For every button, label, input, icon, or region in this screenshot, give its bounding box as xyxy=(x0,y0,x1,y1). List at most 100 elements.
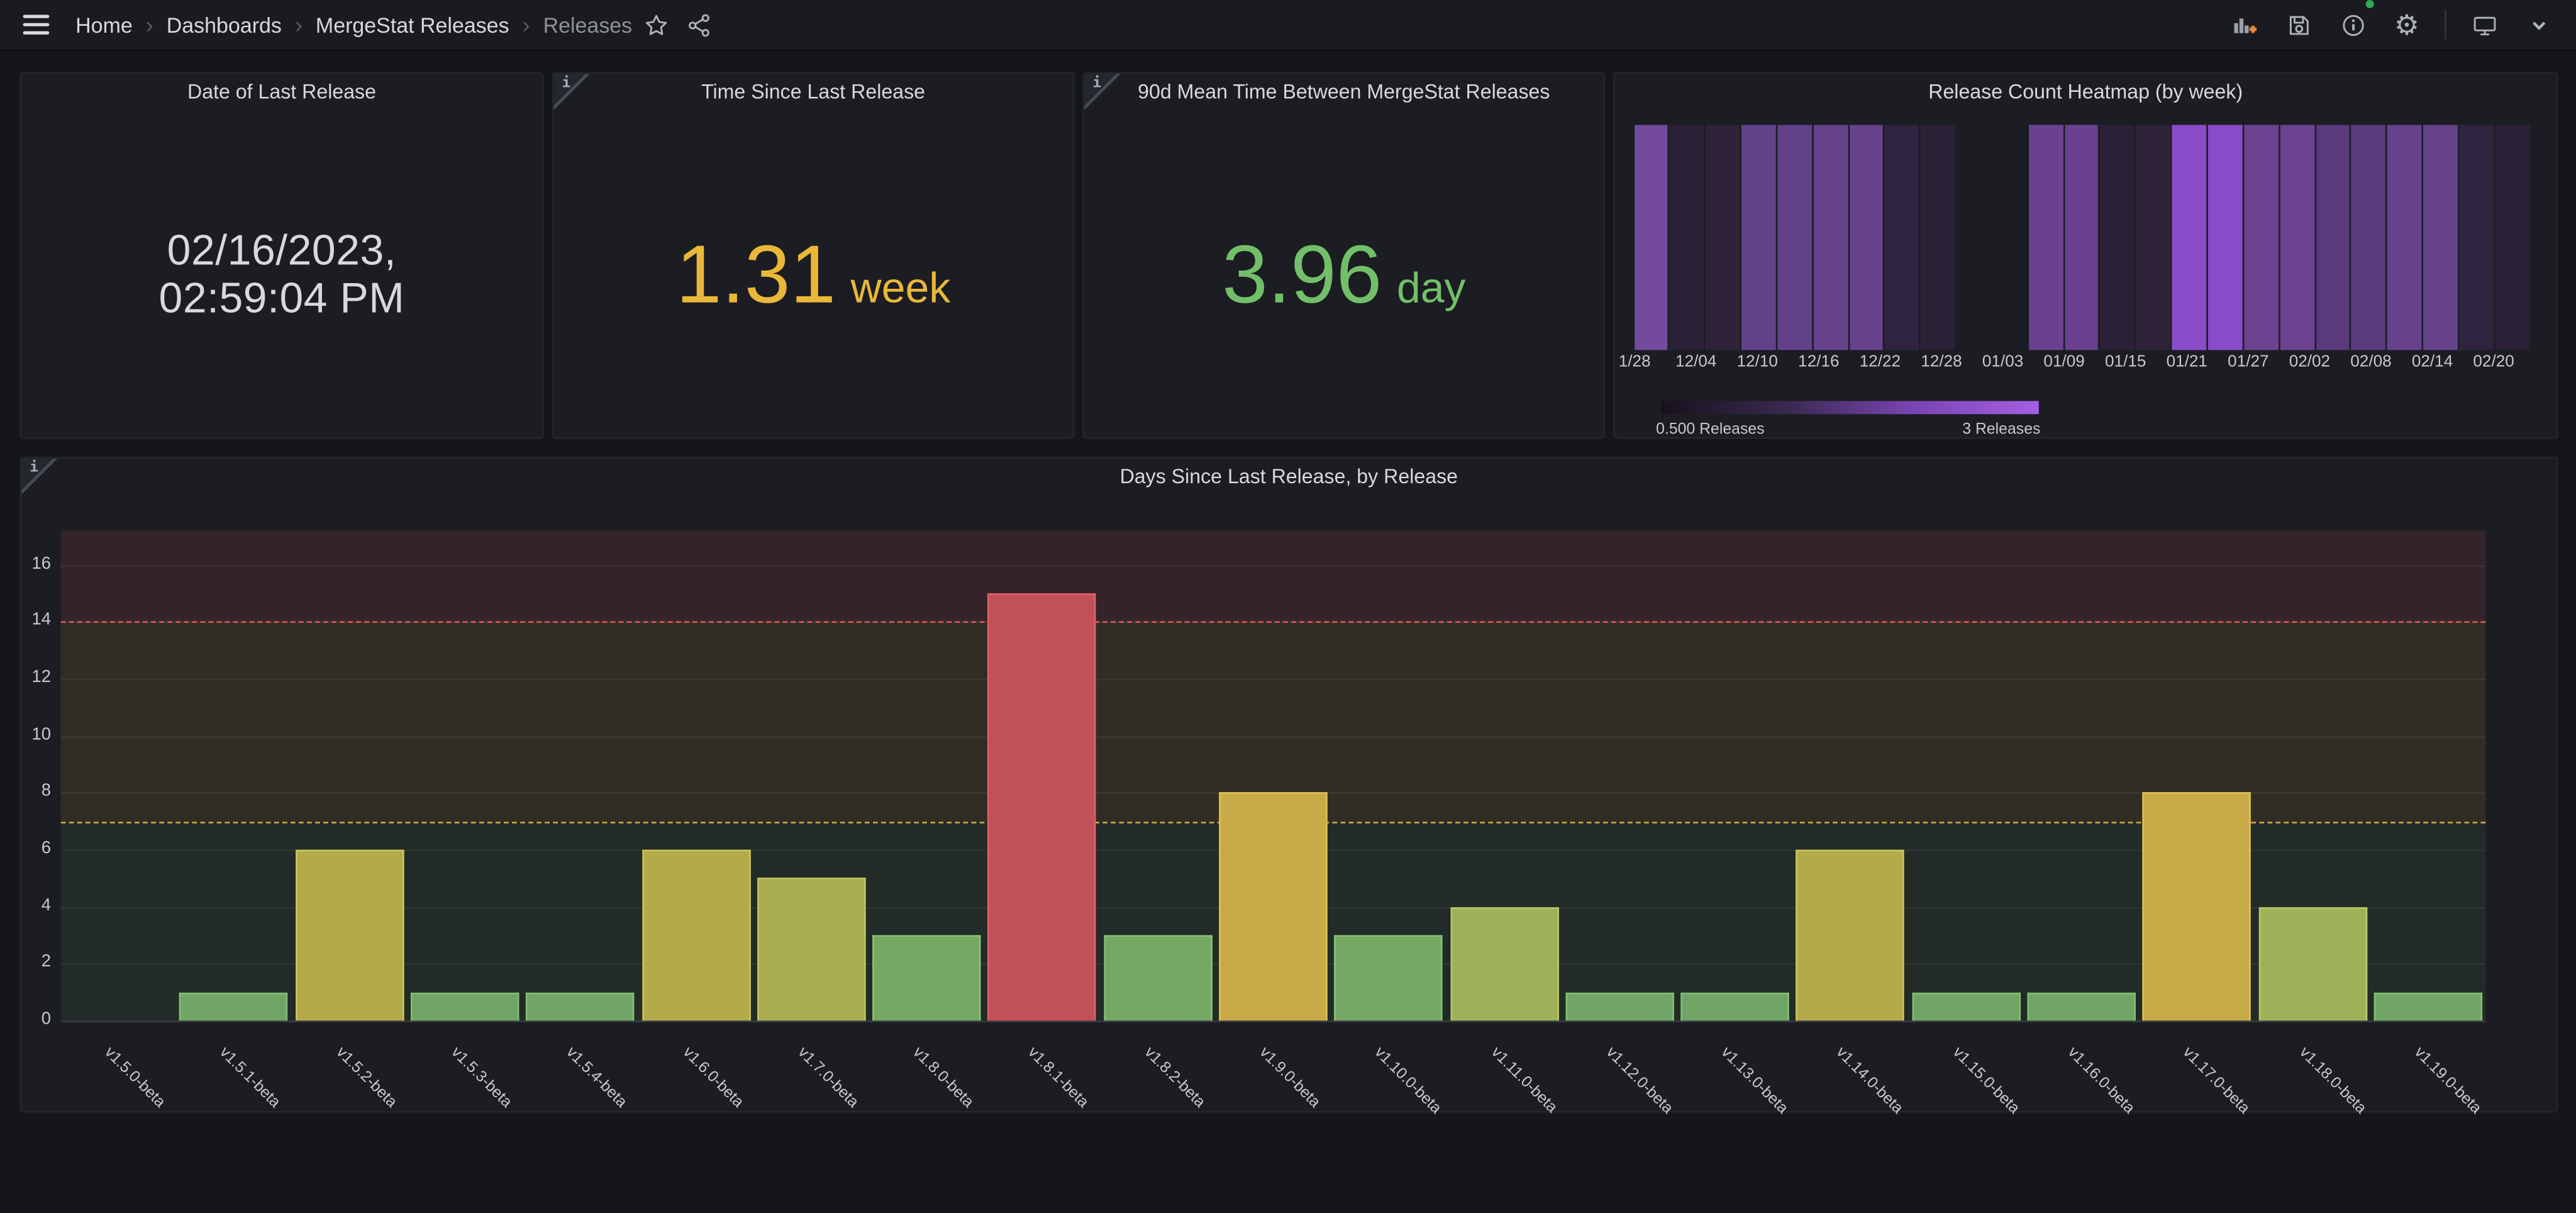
x-axis-category-label: v1.8.0-beta xyxy=(909,1043,977,1112)
bar-v1.16.0-beta[interactable] xyxy=(2027,992,2136,1021)
bar-v1.8.2-beta[interactable] xyxy=(1103,935,1212,1021)
heatmap-cell[interactable] xyxy=(1885,124,1919,350)
heatmap-x-tick-label: 1/28 xyxy=(1618,353,1651,372)
heatmap-cell[interactable] xyxy=(1633,124,1668,350)
heatmap-cell[interactable] xyxy=(2064,124,2099,350)
heatmap-x-tick-label: 01/27 xyxy=(2228,353,2269,372)
heatmap-x-tick-label: 12/16 xyxy=(1798,353,1840,372)
threshold-line xyxy=(60,622,2486,624)
bar-v1.17.0-beta[interactable] xyxy=(2143,793,2251,1021)
bar-v1.13.0-beta[interactable] xyxy=(1680,992,1789,1021)
bar-v1.19.0-beta[interactable] xyxy=(2373,992,2482,1021)
info-icon[interactable] xyxy=(2331,3,2374,46)
bar-v1.8.0-beta[interactable] xyxy=(872,935,981,1021)
x-axis-category-label: v1.5.0-beta xyxy=(101,1043,169,1112)
add-panel-icon[interactable] xyxy=(2223,3,2265,46)
star-icon[interactable] xyxy=(635,3,678,46)
panel-mean-time-between-releases: i 90d Mean Time Between MergeStat Releas… xyxy=(1082,72,1606,439)
x-axis-category-label: v1.5.3-beta xyxy=(447,1043,516,1112)
menu-icon[interactable] xyxy=(13,3,59,46)
bar-v1.5.4-beta[interactable] xyxy=(526,992,635,1021)
heatmap-x-tick-label: 02/08 xyxy=(2350,353,2392,372)
legend-min-label: 0.500 Releases xyxy=(1656,420,1765,439)
x-axis-line xyxy=(60,1020,2486,1022)
y-axis-tick-label: 8 xyxy=(41,781,51,802)
y-axis-tick-label: 2 xyxy=(41,952,51,972)
top-nav-bar: Home › Dashboards › MergeStat Releases ›… xyxy=(0,0,2576,51)
heatmap-cell[interactable] xyxy=(2351,124,2386,350)
bar-v1.5.1-beta[interactable] xyxy=(180,992,289,1021)
x-axis-category-label: v1.16.0-beta xyxy=(2063,1043,2138,1118)
y-axis-tick-label: 0 xyxy=(41,1009,51,1029)
heatmap-cell[interactable] xyxy=(2028,124,2063,350)
bar-v1.18.0-beta[interactable] xyxy=(2258,907,2367,1021)
legend-max-label: 3 Releases xyxy=(1962,420,2041,439)
bar-v1.6.0-beta[interactable] xyxy=(641,849,750,1021)
panel-time-since-last-release: i Time Since Last Release 1.31 week xyxy=(552,72,1075,439)
panel-title[interactable]: Time Since Last Release xyxy=(701,81,926,104)
bar-v1.11.0-beta[interactable] xyxy=(1450,907,1558,1021)
y-axis-tick-label: 6 xyxy=(41,838,51,858)
heatmap-cell[interactable] xyxy=(2243,124,2279,350)
x-axis-category-label: v1.12.0-beta xyxy=(1602,1043,1677,1118)
chevron-down-icon[interactable] xyxy=(2517,3,2560,46)
bar-v1.10.0-beta[interactable] xyxy=(1335,935,1443,1021)
y-axis-tick-label: 14 xyxy=(31,610,51,630)
x-axis-category-label: v1.15.0-beta xyxy=(1948,1043,2023,1118)
breadcrumb-separator: › xyxy=(294,11,303,38)
heatmap-cell[interactable] xyxy=(2387,124,2422,350)
heatmap-x-tick-label: 01/09 xyxy=(2043,353,2085,372)
heatmap-cell[interactable] xyxy=(2100,124,2135,350)
bar-v1.12.0-beta[interactable] xyxy=(1565,992,1674,1021)
x-axis-category-label: v1.11.0-beta xyxy=(1486,1043,1560,1117)
heatmap-cell[interactable] xyxy=(2172,124,2207,350)
bar-v1.5.2-beta[interactable] xyxy=(295,849,404,1021)
breadcrumb-dashboards[interactable]: Dashboards xyxy=(166,12,282,37)
panel-title[interactable]: Days Since Last Release, by Release xyxy=(1119,465,1458,488)
breadcrumb-dashboard-name[interactable]: MergeStat Releases xyxy=(315,12,509,37)
heatmap-cell[interactable] xyxy=(1669,124,1704,350)
bar-v1.7.0-beta[interactable] xyxy=(757,878,866,1021)
heatmap-cell[interactable] xyxy=(2279,124,2314,350)
heatmap-cell[interactable] xyxy=(2459,124,2494,350)
heatmap-cell[interactable] xyxy=(2495,124,2529,350)
panel-title[interactable]: Date of Last Release xyxy=(187,81,376,104)
bar-v1.9.0-beta[interactable] xyxy=(1219,793,1328,1021)
bar-v1.15.0-beta[interactable] xyxy=(1912,992,2021,1021)
bar-v1.14.0-beta[interactable] xyxy=(1796,849,1905,1021)
heatmap-cell[interactable] xyxy=(1706,124,1740,350)
heatmap-x-tick-label: 12/28 xyxy=(1921,353,1962,372)
panel-title[interactable]: Release Count Heatmap (by week) xyxy=(1928,81,2243,104)
heatmap-cell[interactable] xyxy=(1921,124,1955,350)
share-icon[interactable] xyxy=(678,3,721,46)
panel-title[interactable]: 90d Mean Time Between MergeStat Releases xyxy=(1138,81,1550,104)
heatmap-cell[interactable] xyxy=(1777,124,1812,350)
x-axis-category-label: v1.5.4-beta xyxy=(562,1043,631,1112)
bar-v1.8.1-beta[interactable] xyxy=(988,593,1097,1021)
heatmap-cell[interactable] xyxy=(1813,124,1848,350)
x-axis-category-label: v1.5.1-beta xyxy=(216,1043,285,1112)
panel-release-count-heatmap: Release Count Heatmap (by week) 1/28 12/0… xyxy=(1613,72,2558,439)
heatmap-cell[interactable] xyxy=(2423,124,2458,350)
settings-gear-icon[interactable]: ⚙ xyxy=(2394,9,2419,40)
tv-mode-icon[interactable] xyxy=(2463,3,2506,46)
heatmap-x-tick-label: 02/20 xyxy=(2473,353,2514,372)
heatmap-x-ticks: 1/28 12/04 12/10 12/16 12/22 12/28 01/03 01/09 0… xyxy=(1615,354,2557,373)
x-axis-category-label: v1.8.1-beta xyxy=(1024,1043,1093,1112)
barchart-plot: 0 2 4 6 8 10 12 14 16 v1.5.0-beta v1.5.1-beta v1.5.… xyxy=(31,530,2486,1118)
heatmap-x-tick-label: 02/14 xyxy=(2411,353,2453,372)
heatmap-legend-gradient xyxy=(1660,401,2039,415)
heatmap-cell[interactable] xyxy=(1741,124,1776,350)
save-icon[interactable] xyxy=(2277,3,2320,46)
bar-v1.5.3-beta[interactable] xyxy=(411,992,519,1021)
breadcrumb-home[interactable]: Home xyxy=(75,12,133,37)
heatmap-cell[interactable] xyxy=(1849,124,1884,350)
breadcrumb-current: Releases xyxy=(543,12,633,37)
heatmap-cell[interactable] xyxy=(2136,124,2171,350)
heatmap-cell[interactable] xyxy=(2316,124,2350,350)
x-axis-category-label: v1.9.0-beta xyxy=(1255,1043,1324,1112)
heatmap-cell[interactable] xyxy=(2207,124,2243,350)
breadcrumb-separator: › xyxy=(522,11,530,38)
